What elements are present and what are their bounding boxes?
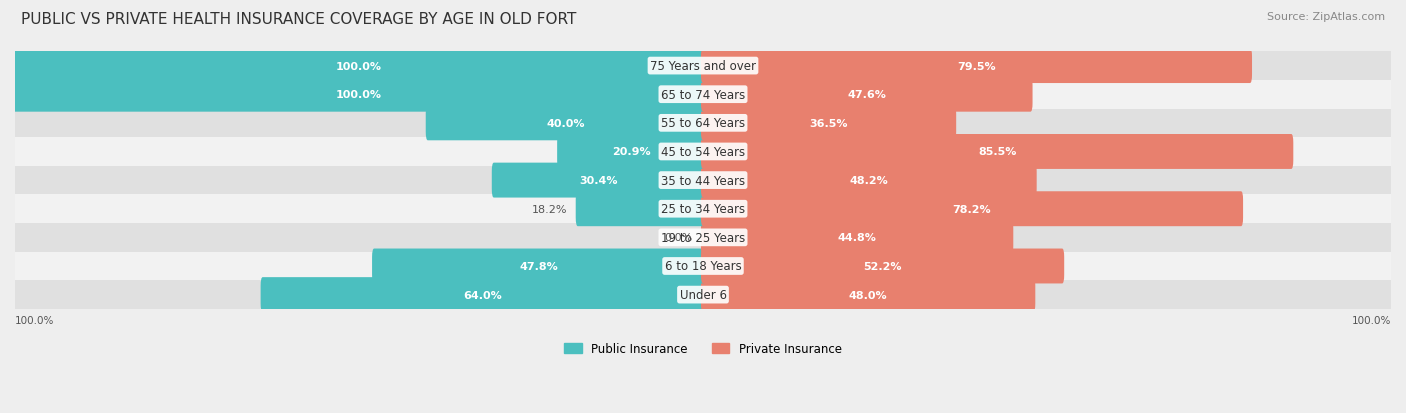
Text: 100.0%: 100.0% bbox=[15, 316, 55, 325]
Text: 45 to 54 Years: 45 to 54 Years bbox=[661, 146, 745, 159]
FancyBboxPatch shape bbox=[13, 78, 704, 112]
Text: 47.6%: 47.6% bbox=[848, 90, 886, 100]
Text: 79.5%: 79.5% bbox=[957, 62, 995, 71]
Text: 52.2%: 52.2% bbox=[863, 261, 901, 271]
Text: Source: ZipAtlas.com: Source: ZipAtlas.com bbox=[1267, 12, 1385, 22]
Text: 65 to 74 Years: 65 to 74 Years bbox=[661, 88, 745, 102]
Text: 48.2%: 48.2% bbox=[849, 176, 889, 186]
Text: 20.9%: 20.9% bbox=[612, 147, 651, 157]
Text: 48.0%: 48.0% bbox=[849, 290, 887, 300]
Bar bbox=[15, 223, 1391, 252]
Text: 78.2%: 78.2% bbox=[953, 204, 991, 214]
FancyBboxPatch shape bbox=[492, 163, 704, 198]
Text: 30.4%: 30.4% bbox=[579, 176, 617, 186]
FancyBboxPatch shape bbox=[702, 49, 1251, 84]
Bar bbox=[15, 195, 1391, 223]
Text: Under 6: Under 6 bbox=[679, 288, 727, 301]
Bar bbox=[15, 81, 1391, 109]
FancyBboxPatch shape bbox=[373, 249, 704, 284]
FancyBboxPatch shape bbox=[426, 106, 704, 141]
FancyBboxPatch shape bbox=[557, 135, 704, 169]
Legend: Public Insurance, Private Insurance: Public Insurance, Private Insurance bbox=[560, 337, 846, 360]
FancyBboxPatch shape bbox=[702, 192, 1243, 227]
Bar bbox=[15, 166, 1391, 195]
FancyBboxPatch shape bbox=[702, 78, 1032, 112]
Text: 40.0%: 40.0% bbox=[546, 119, 585, 128]
Text: 18.2%: 18.2% bbox=[531, 204, 568, 214]
Text: 44.8%: 44.8% bbox=[838, 233, 876, 243]
Text: 0.0%: 0.0% bbox=[665, 233, 693, 243]
Text: 25 to 34 Years: 25 to 34 Years bbox=[661, 203, 745, 216]
FancyBboxPatch shape bbox=[702, 135, 1294, 169]
Bar bbox=[15, 252, 1391, 280]
FancyBboxPatch shape bbox=[702, 278, 1035, 312]
Text: 47.8%: 47.8% bbox=[519, 261, 558, 271]
FancyBboxPatch shape bbox=[702, 221, 1014, 255]
Bar bbox=[15, 52, 1391, 81]
FancyBboxPatch shape bbox=[702, 249, 1064, 284]
Text: 6 to 18 Years: 6 to 18 Years bbox=[665, 260, 741, 273]
Text: 36.5%: 36.5% bbox=[810, 119, 848, 128]
Text: PUBLIC VS PRIVATE HEALTH INSURANCE COVERAGE BY AGE IN OLD FORT: PUBLIC VS PRIVATE HEALTH INSURANCE COVER… bbox=[21, 12, 576, 27]
Text: 19 to 25 Years: 19 to 25 Years bbox=[661, 231, 745, 244]
Text: 75 Years and over: 75 Years and over bbox=[650, 60, 756, 73]
Text: 85.5%: 85.5% bbox=[979, 147, 1017, 157]
Text: 100.0%: 100.0% bbox=[336, 90, 382, 100]
Bar bbox=[15, 280, 1391, 309]
Text: 64.0%: 64.0% bbox=[464, 290, 502, 300]
FancyBboxPatch shape bbox=[702, 106, 956, 141]
Text: 35 to 44 Years: 35 to 44 Years bbox=[661, 174, 745, 187]
Bar bbox=[15, 109, 1391, 138]
Text: 100.0%: 100.0% bbox=[1351, 316, 1391, 325]
FancyBboxPatch shape bbox=[260, 278, 704, 312]
Text: 55 to 64 Years: 55 to 64 Years bbox=[661, 117, 745, 130]
Text: 100.0%: 100.0% bbox=[336, 62, 382, 71]
FancyBboxPatch shape bbox=[702, 163, 1036, 198]
FancyBboxPatch shape bbox=[575, 192, 704, 227]
FancyBboxPatch shape bbox=[13, 49, 704, 84]
Bar bbox=[15, 138, 1391, 166]
